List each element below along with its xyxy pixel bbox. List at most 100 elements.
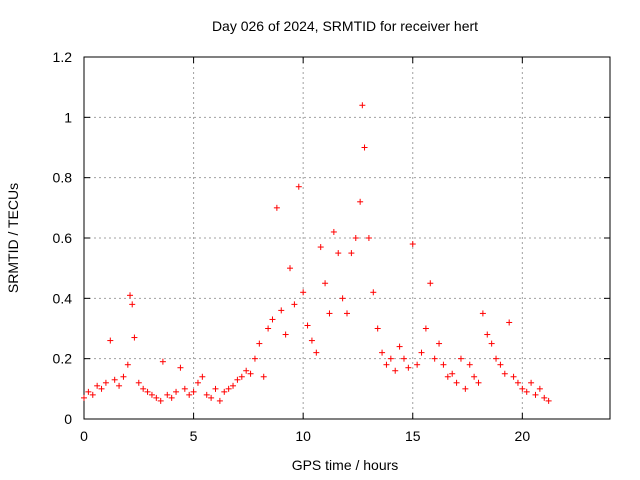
x-tick-label: 0: [80, 428, 88, 444]
data-point: [199, 373, 206, 380]
data-point: [348, 250, 355, 257]
data-point: [392, 367, 399, 374]
data-point: [523, 388, 530, 395]
data-point: [81, 394, 87, 401]
data-point: [238, 373, 245, 380]
data-point: [374, 325, 381, 332]
data-point: [317, 244, 324, 251]
x-tick-label: 5: [190, 428, 198, 444]
data-point: [379, 349, 386, 356]
data-point: [436, 340, 443, 347]
x-axis-label: GPS time / hours: [292, 457, 399, 473]
data-point: [157, 397, 164, 404]
data-point: [506, 319, 513, 326]
data-point: [335, 250, 342, 257]
data-point: [383, 361, 390, 368]
data-point: [273, 204, 280, 211]
data-point: [212, 385, 219, 392]
data-point: [251, 355, 258, 362]
data-point: [168, 394, 175, 401]
data-point: [453, 379, 460, 386]
data-point: [462, 385, 469, 392]
data-point: [164, 391, 171, 398]
x-tick-label: 20: [515, 428, 531, 444]
data-point: [528, 379, 535, 386]
data-point: [148, 391, 155, 398]
data-point: [536, 385, 543, 392]
data-point: [322, 280, 329, 287]
data-point: [313, 349, 320, 356]
y-tick-label: 0.2: [53, 351, 73, 367]
data-point: [427, 280, 434, 287]
y-tick-label: 0.8: [53, 170, 73, 186]
data-point: [479, 310, 486, 317]
data-point: [287, 265, 294, 272]
data-point: [144, 388, 151, 395]
data-point: [94, 382, 101, 389]
data-point: [111, 376, 118, 383]
data-point: [102, 379, 109, 386]
data-point: [295, 183, 302, 190]
data-points: [81, 102, 552, 404]
y-tick-label: 0: [64, 411, 72, 427]
data-point: [357, 198, 364, 205]
data-point: [203, 391, 210, 398]
data-point: [519, 385, 526, 392]
data-point: [153, 394, 160, 401]
data-point: [387, 355, 394, 362]
data-point: [361, 144, 368, 151]
chart-title: Day 026 of 2024, SRMTID for receiver her…: [212, 18, 478, 34]
data-point: [501, 370, 508, 377]
data-point: [409, 241, 416, 248]
data-point: [216, 397, 223, 404]
data-point: [493, 355, 500, 362]
data-point: [127, 292, 134, 299]
data-point: [243, 367, 250, 374]
data-point: [418, 349, 425, 356]
data-point: [186, 391, 193, 398]
data-point: [98, 385, 105, 392]
data-point: [449, 370, 456, 377]
data-point: [116, 382, 123, 389]
data-point: [131, 334, 138, 341]
y-tick-label: 1.2: [53, 49, 73, 65]
data-point: [466, 361, 473, 368]
data-point: [247, 370, 254, 377]
data-point: [510, 373, 517, 380]
data-point: [475, 379, 482, 386]
data-point: [107, 337, 114, 344]
data-point: [497, 361, 504, 368]
data-point: [282, 331, 289, 338]
data-point: [365, 235, 372, 241]
data-point: [514, 379, 521, 386]
data-point: [89, 391, 96, 398]
data-point: [545, 397, 552, 404]
data-point: [230, 382, 237, 389]
data-point: [444, 373, 451, 380]
data-point: [308, 337, 315, 344]
data-point: [269, 316, 276, 323]
data-point: [541, 394, 548, 401]
data-point: [173, 388, 180, 395]
data-point: [339, 295, 346, 302]
data-point: [359, 102, 366, 109]
data-point: [300, 289, 307, 296]
data-point: [260, 373, 267, 380]
data-point: [304, 322, 311, 329]
y-axis-label: SRMTID / TECUs: [5, 183, 21, 293]
data-point: [488, 340, 495, 347]
data-point: [400, 355, 407, 362]
data-point: [330, 228, 337, 235]
data-point: [190, 388, 197, 395]
y-tick-label: 0.4: [53, 290, 73, 306]
data-point: [120, 373, 127, 380]
data-point: [177, 364, 184, 371]
data-point: [159, 358, 166, 365]
data-point: [256, 340, 263, 347]
data-point: [221, 388, 228, 395]
grid-lines: [84, 57, 610, 419]
data-point: [326, 310, 333, 317]
data-point: [140, 385, 147, 392]
data-point: [225, 385, 232, 392]
